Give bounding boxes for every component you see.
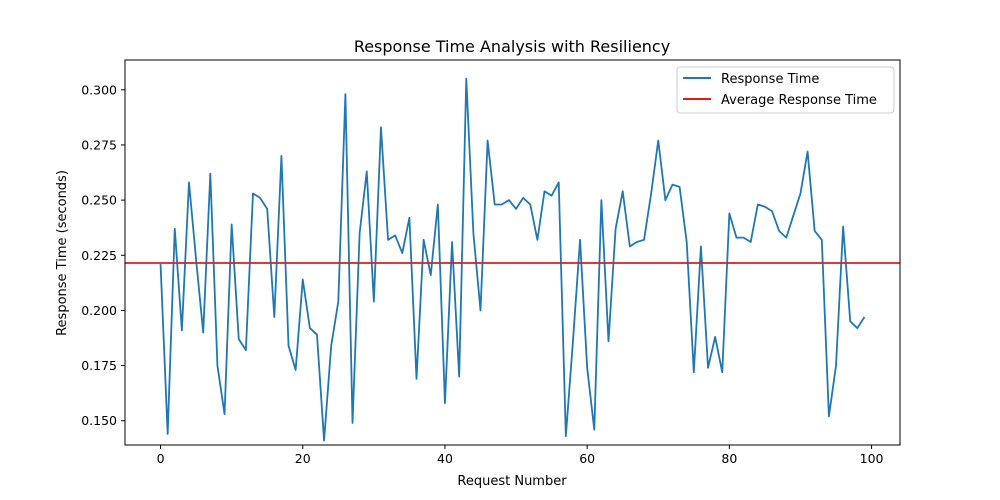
plot-frame [124, 59, 901, 446]
y-axis-ticks: 0.150 0.175 0.200 0.225 0.250 0.275 0.300 [81, 82, 125, 428]
y-tick-label: 0.250 [81, 193, 117, 208]
legend: Response Time Average Response Time [676, 66, 895, 114]
x-tick-label: 20 [295, 451, 311, 466]
legend-box [676, 66, 895, 114]
y-tick-label: 0.200 [81, 303, 117, 318]
series-line-response-time [159, 77, 866, 442]
y-tick-label: 0.300 [81, 82, 117, 97]
x-tick-label: 60 [579, 451, 595, 466]
x-tick-label: 40 [437, 451, 453, 466]
legend-label-response-time: Response Time [721, 72, 819, 87]
x-axis-ticks: 0 20 40 60 80 100 [157, 445, 884, 466]
y-tick-label: 0.225 [81, 248, 117, 263]
legend-label-average-response-time: Average Response Time [721, 93, 877, 108]
y-tick-label: 0.150 [81, 413, 117, 428]
chart-title: Response Time Analysis with Resiliency [354, 37, 670, 56]
x-axis-label: Request Number [457, 474, 567, 489]
plot-background [125, 60, 900, 445]
plot-area [124, 59, 901, 446]
y-tick-label: 0.175 [81, 358, 117, 373]
x-tick-label: 80 [721, 451, 737, 466]
series-layer [125, 77, 900, 442]
y-axis-label: Response Time (seconds) [55, 170, 70, 336]
x-tick-label: 0 [157, 451, 165, 466]
x-tick-label: 100 [860, 451, 884, 466]
y-tick-label: 0.275 [81, 137, 117, 152]
